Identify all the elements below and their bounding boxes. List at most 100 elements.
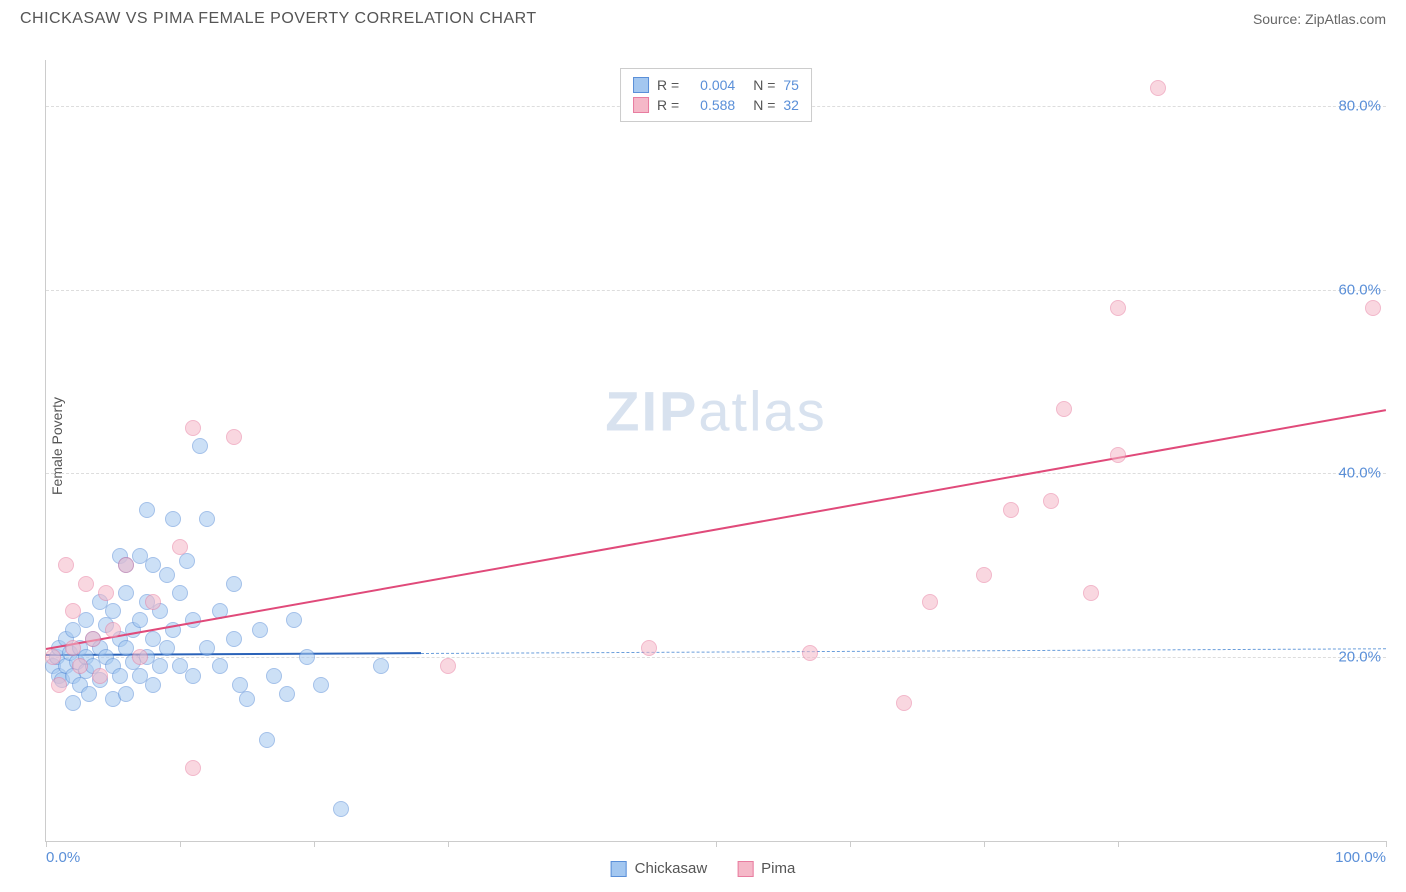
n-value: 32 <box>783 97 799 113</box>
data-point <box>92 668 108 684</box>
data-point <box>185 668 201 684</box>
n-value: 75 <box>783 77 799 93</box>
data-point <box>286 612 302 628</box>
x-tick <box>850 841 851 847</box>
data-point <box>98 585 114 601</box>
legend-item: Pima <box>737 860 795 877</box>
correlation-legend: R =0.004N =75R =0.588N =32 <box>620 68 812 122</box>
data-point <box>132 612 148 628</box>
data-point <box>1083 585 1099 601</box>
data-point <box>185 760 201 776</box>
regression-dash <box>421 648 1386 654</box>
data-point <box>226 429 242 445</box>
r-value: 0.588 <box>687 97 735 113</box>
x-tick <box>448 841 449 847</box>
data-point <box>192 438 208 454</box>
data-point <box>259 732 275 748</box>
gridline <box>46 473 1386 474</box>
watermark: ZIPatlas <box>605 379 826 444</box>
legend-row: R =0.004N =75 <box>633 75 799 95</box>
x-tick-label: 0.0% <box>46 849 80 866</box>
data-point <box>145 677 161 693</box>
data-point <box>78 612 94 628</box>
data-point <box>159 567 175 583</box>
data-point <box>58 557 74 573</box>
data-point <box>802 645 818 661</box>
data-point <box>179 553 195 569</box>
data-point <box>1110 300 1126 316</box>
x-tick <box>716 841 717 847</box>
n-label: N = <box>753 77 775 93</box>
data-point <box>105 603 121 619</box>
series-name: Pima <box>761 860 795 877</box>
data-point <box>152 658 168 674</box>
data-point <box>185 420 201 436</box>
data-point <box>118 585 134 601</box>
data-point <box>226 631 242 647</box>
data-point <box>132 649 148 665</box>
n-label: N = <box>753 97 775 113</box>
data-point <box>976 567 992 583</box>
data-point <box>252 622 268 638</box>
data-point <box>641 640 657 656</box>
data-point <box>81 686 97 702</box>
x-tick <box>180 841 181 847</box>
y-tick-label: 80.0% <box>1338 97 1381 114</box>
gridline <box>46 657 1386 658</box>
data-point <box>1003 502 1019 518</box>
data-point <box>1365 300 1381 316</box>
legend-item: Chickasaw <box>611 860 708 877</box>
chart-title: CHICKASAW VS PIMA FEMALE POVERTY CORRELA… <box>20 10 537 28</box>
legend-row: R = 0.588 N = 32 <box>633 95 799 115</box>
r-label: R = <box>657 77 679 93</box>
data-point <box>118 557 134 573</box>
gridline <box>46 290 1386 291</box>
scatter-chart: ZIPatlas R =0.004N =75R =0.588N =32 20.0… <box>45 60 1386 842</box>
data-point <box>72 658 88 674</box>
x-tick <box>314 841 315 847</box>
data-point <box>65 695 81 711</box>
data-point <box>199 640 215 656</box>
data-point <box>373 658 389 674</box>
x-tick <box>46 841 47 847</box>
data-point <box>159 640 175 656</box>
data-point <box>1110 447 1126 463</box>
data-point <box>333 801 349 817</box>
data-point <box>212 658 228 674</box>
r-label: R = <box>657 97 679 113</box>
regression-line <box>46 409 1386 650</box>
data-point <box>78 576 94 592</box>
data-point <box>1150 80 1166 96</box>
x-tick <box>1118 841 1119 847</box>
data-point <box>172 585 188 601</box>
data-point <box>145 594 161 610</box>
data-point <box>165 511 181 527</box>
data-point <box>922 594 938 610</box>
data-point <box>172 539 188 555</box>
data-point <box>299 649 315 665</box>
source-attribution: Source: ZipAtlas.com <box>1253 11 1386 27</box>
data-point <box>1056 401 1072 417</box>
data-point <box>105 622 121 638</box>
data-point <box>45 649 61 665</box>
data-point <box>199 511 215 527</box>
data-point <box>279 686 295 702</box>
series-legend: Chickasaw Pima <box>611 860 796 877</box>
data-point <box>65 603 81 619</box>
y-tick-label: 20.0% <box>1338 649 1381 666</box>
legend-swatch <box>611 861 627 877</box>
data-point <box>65 640 81 656</box>
legend-swatch <box>633 97 649 113</box>
series-name: Chickasaw <box>635 860 708 877</box>
data-point <box>112 668 128 684</box>
x-tick <box>984 841 985 847</box>
data-point <box>896 695 912 711</box>
data-point <box>51 677 67 693</box>
x-tick-label: 100.0% <box>1335 849 1386 866</box>
data-point <box>226 576 242 592</box>
data-point <box>266 668 282 684</box>
data-point <box>313 677 329 693</box>
x-tick <box>1386 841 1387 847</box>
legend-swatch <box>633 77 649 93</box>
data-point <box>118 686 134 702</box>
